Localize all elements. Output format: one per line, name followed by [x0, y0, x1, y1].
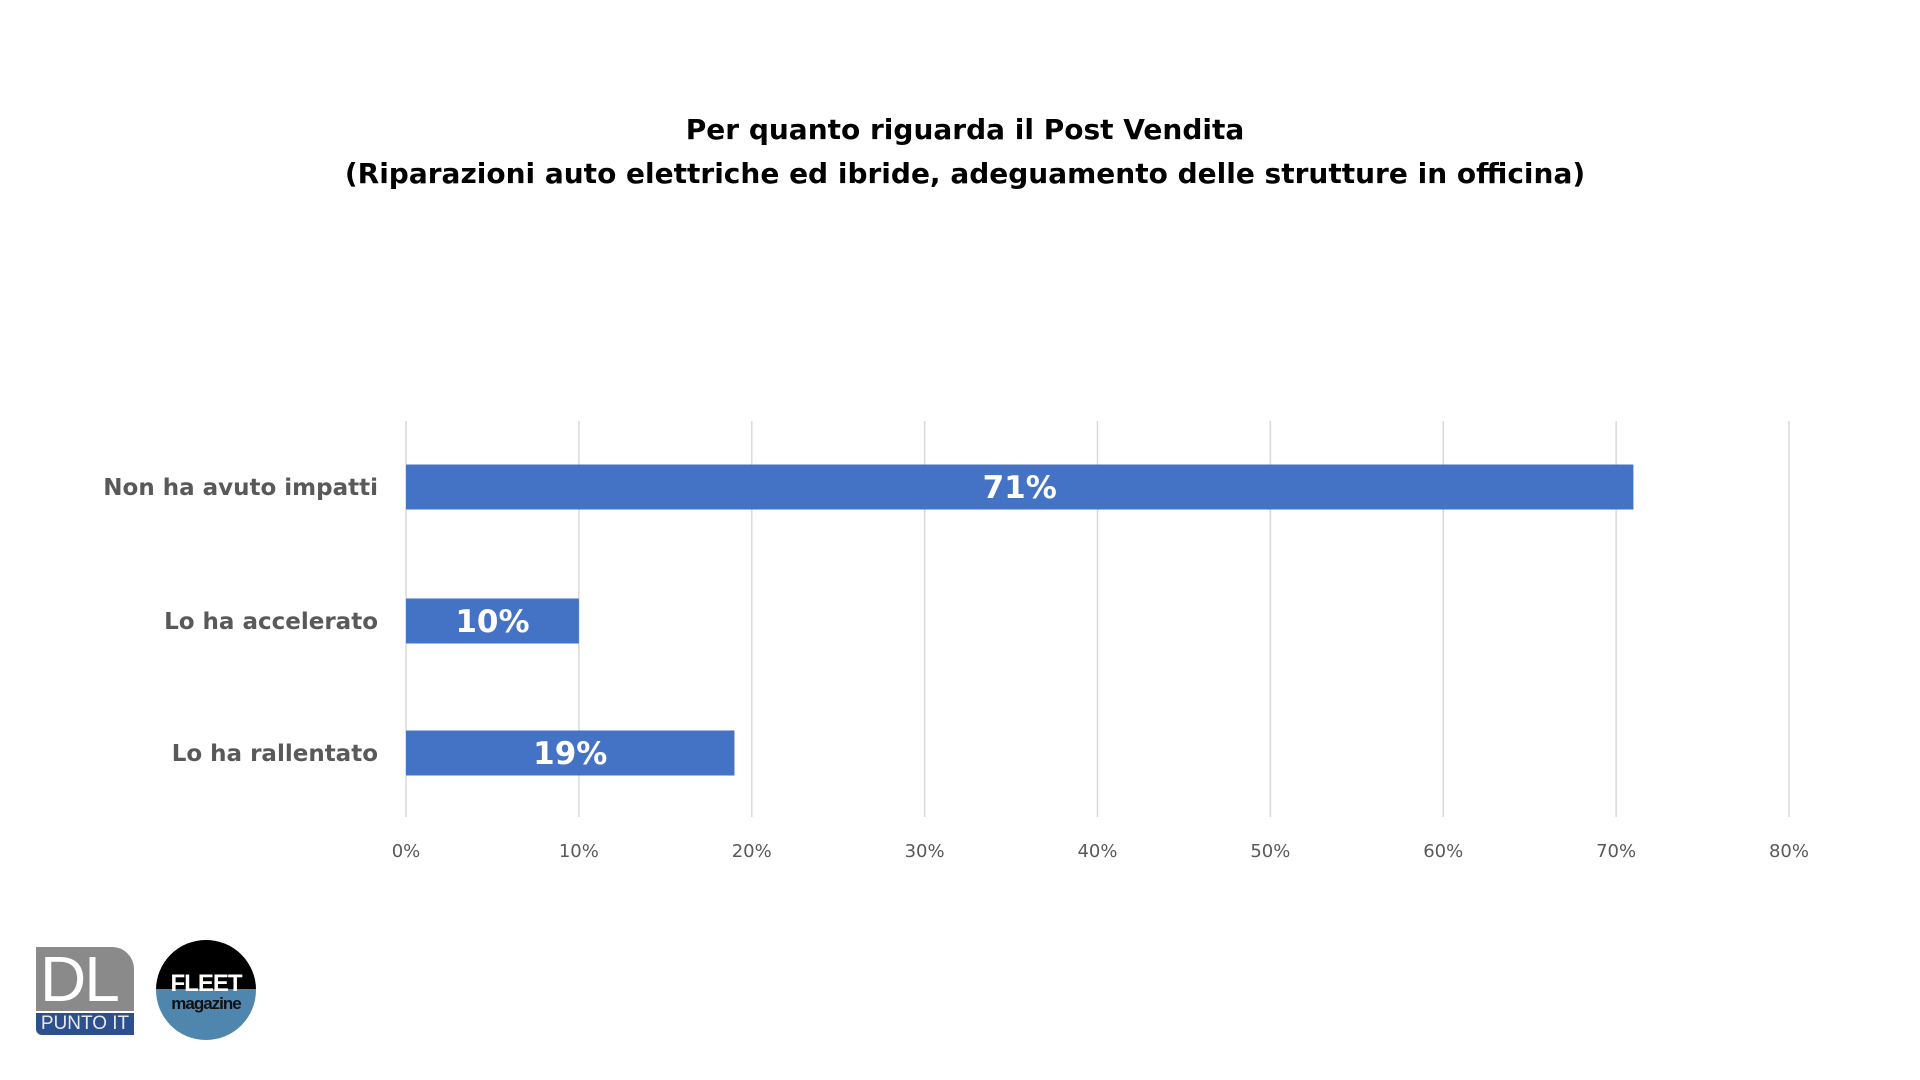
fleet-logo-top-half: [156, 940, 256, 989]
x-tick-label: 40%: [1077, 841, 1117, 862]
x-tick-label: 20%: [732, 841, 772, 862]
x-tick-label: 60%: [1423, 841, 1463, 862]
x-tick-label: 70%: [1596, 841, 1636, 862]
bar: [406, 730, 735, 776]
category-label: Non ha avuto impatti: [103, 475, 378, 501]
category-label: Lo ha rallentato: [172, 741, 378, 767]
dl-logo-bottom: PUNTO IT: [36, 1013, 134, 1035]
fleet-logo-word: FLEET: [170, 970, 243, 997]
chart-title: Per quanto riguarda il Post Vendita (Rip…: [0, 108, 1920, 196]
x-tick-label: 30%: [905, 841, 945, 862]
x-tick-label: 10%: [559, 841, 599, 862]
bar: [406, 464, 1634, 510]
chart-title-line-1: Per quanto riguarda il Post Vendita: [685, 113, 1245, 146]
data-label: 10%: [455, 604, 529, 640]
dl-punto-it-logo: DL PUNTO IT: [36, 947, 134, 1035]
dl-logo-top: DL: [36, 947, 134, 1011]
x-tick-label: 0%: [392, 841, 421, 862]
data-label: 19%: [533, 736, 607, 772]
category-label: Lo ha accelerato: [164, 609, 378, 635]
x-tick-label: 80%: [1769, 841, 1809, 862]
x-tick-label: 50%: [1250, 841, 1290, 862]
fleet-magazine-logo: FLEET magazine: [156, 940, 256, 1040]
chart-title-line-2: (Riparazioni auto elettriche ed ibride, …: [344, 157, 1586, 190]
fleet-logo-magazine: magazine: [171, 994, 241, 1013]
data-label: 71%: [983, 470, 1057, 506]
bar: [406, 598, 579, 644]
